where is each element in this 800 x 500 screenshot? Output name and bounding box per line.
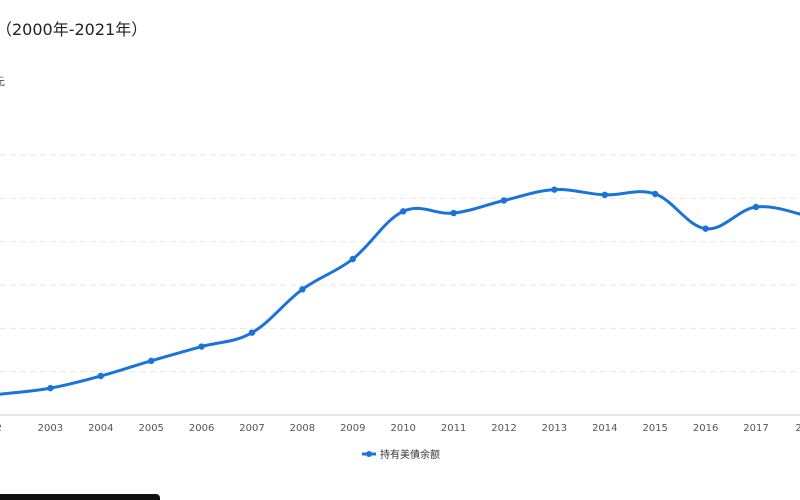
x-tick-label: 2014 (592, 423, 617, 434)
x-tick-label: 2007 (239, 423, 264, 434)
x-tick-label: 2010 (390, 423, 415, 434)
chart-title: （2000年-2021年） (0, 20, 148, 39)
data-point[interactable] (500, 197, 508, 204)
x-axis-labels: 2 2003 2004 2005 2006 2007 2008 2009 2010 2011 201… (0, 423, 800, 434)
data-point[interactable] (248, 329, 256, 336)
data-point[interactable] (601, 191, 608, 199)
x-tick-label: 20 (795, 423, 800, 434)
data-point[interactable] (97, 372, 105, 380)
legend-dot-icon (366, 451, 372, 457)
x-tick-label: 2012 (491, 423, 516, 434)
data-point[interactable] (349, 255, 356, 263)
data-point[interactable] (752, 203, 760, 211)
data-point[interactable] (47, 384, 54, 392)
x-tick-label: 2004 (88, 423, 113, 434)
x-tick-label: 2006 (189, 423, 214, 434)
legend-label: 持有美債余额 (380, 448, 440, 461)
x-tick-label: 2003 (38, 423, 63, 434)
data-point[interactable] (198, 343, 205, 350)
x-tick-label: 2016 (693, 423, 718, 434)
x-tick-label: 2013 (542, 423, 567, 434)
x-tick-label: 2009 (340, 423, 365, 434)
taskbar-strip (0, 494, 160, 500)
data-point[interactable] (400, 208, 407, 215)
x-tick-label: 2011 (441, 423, 466, 434)
x-tick-label: 2017 (743, 423, 768, 434)
x-tick-label: 2 (0, 423, 2, 434)
data-point[interactable] (702, 225, 709, 232)
legend[interactable]: 持有美債余额 (362, 448, 440, 461)
x-tick-label: 2005 (138, 423, 163, 434)
gridlines (0, 154, 800, 416)
series-line (0, 188, 800, 396)
data-point[interactable] (551, 186, 558, 193)
x-tick-label: 2008 (290, 423, 315, 434)
series-points (47, 186, 760, 392)
data-point[interactable] (299, 286, 306, 293)
y-axis-unit: 元 (0, 73, 5, 89)
x-tick-label: 2015 (642, 423, 667, 434)
data-point[interactable] (148, 357, 155, 365)
data-point[interactable] (652, 190, 659, 198)
data-point[interactable] (450, 209, 457, 217)
